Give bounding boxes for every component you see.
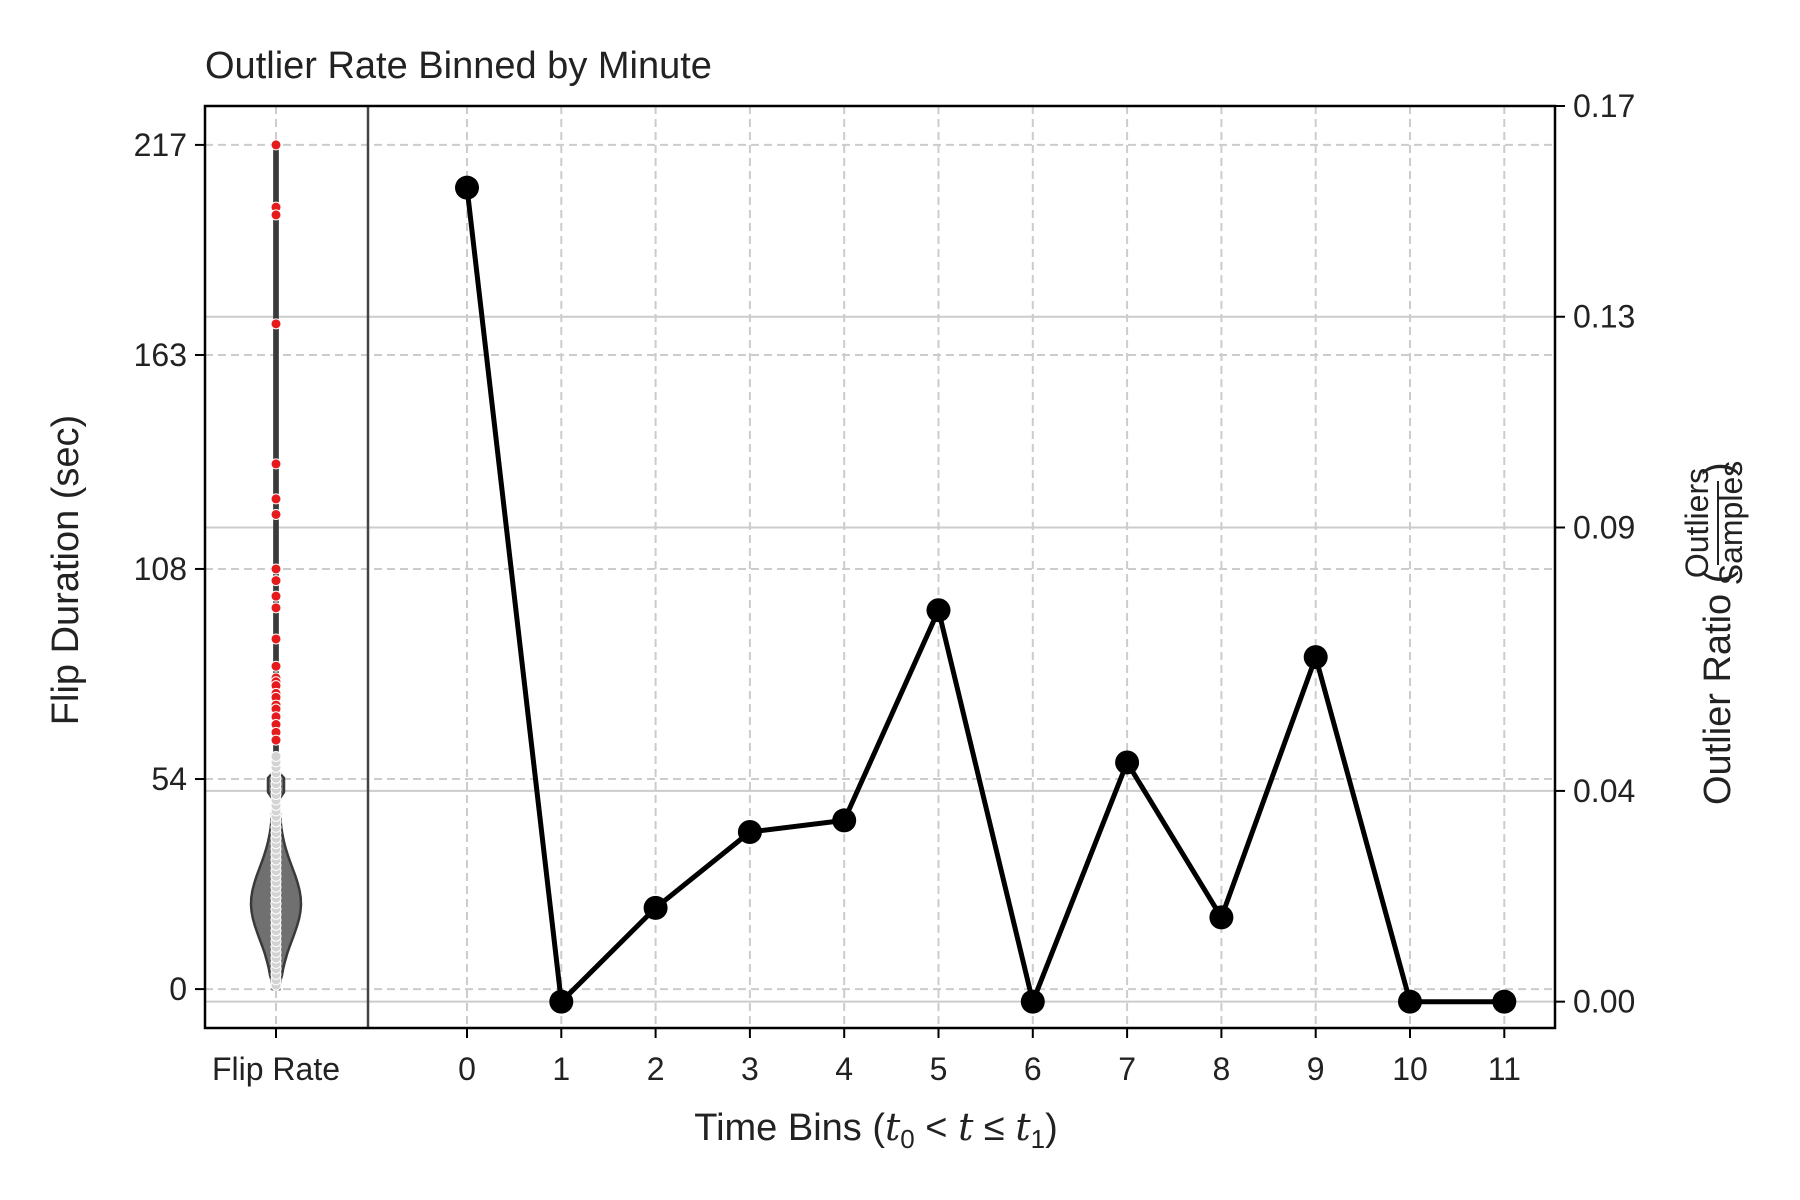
outlier-point <box>270 508 282 520</box>
outlier-point <box>270 575 282 587</box>
x-tick-label: 5 <box>930 1051 948 1087</box>
series-point <box>455 175 479 200</box>
chart-title: Outlier Rate Binned by Minute <box>205 45 712 87</box>
svg-text:Outlier Ratio (: Outlier Ratio ( <box>1697 570 1739 805</box>
outlier-point <box>270 139 282 151</box>
series-line <box>464 187 1505 1005</box>
outlier-point <box>270 633 282 645</box>
series-point <box>1303 645 1328 670</box>
series-point <box>1492 989 1517 1014</box>
x-tick-label: 4 <box>835 1051 853 1087</box>
x-tick-label-violin: Flip Rate <box>212 1051 340 1087</box>
series-point <box>1209 905 1234 930</box>
right-tick-label: 0.09 <box>1573 509 1635 545</box>
x-tick-label: 2 <box>647 1051 665 1087</box>
series-point <box>549 989 574 1014</box>
outlier-point <box>270 563 282 575</box>
outlier-ratio-series <box>455 175 1517 1014</box>
x-tick-label: 3 <box>741 1051 759 1087</box>
y-axis-right-title: Outlier Ratio ( Outliers Samples ) <box>1679 461 1749 805</box>
x-tick-label: 9 <box>1307 1051 1325 1087</box>
right-tick-label: 0.00 <box>1573 984 1635 1020</box>
violin-plot <box>249 139 303 991</box>
series-point <box>1115 750 1140 775</box>
svg-text:Outliers: Outliers <box>1679 468 1715 578</box>
right-tick-label: 0.04 <box>1573 773 1635 809</box>
x-tick-label: 1 <box>552 1051 570 1087</box>
left-tick-label: 163 <box>134 337 187 373</box>
svg-text:Samples: Samples <box>1713 461 1749 586</box>
series-point <box>643 895 668 920</box>
left-tick-label: 54 <box>151 761 187 797</box>
outlier-point <box>270 458 282 470</box>
left-tick-label: 108 <box>134 551 187 587</box>
x-tick-label: 11 <box>1488 1051 1521 1087</box>
x-tick-label: 6 <box>1024 1051 1042 1087</box>
x-tick-label: 0 <box>458 1051 476 1087</box>
outlier-point <box>270 660 282 672</box>
left-tick-label: 217 <box>134 127 187 163</box>
grid-layer <box>205 105 1555 1028</box>
series-point <box>926 598 951 623</box>
outlier-point <box>270 602 282 614</box>
outlier-point <box>270 318 282 330</box>
x-tick-label: 10 <box>1392 1051 1428 1087</box>
plot-frame <box>203 104 1557 1030</box>
outlier-point <box>270 209 282 221</box>
y-axis-left-title: Flip Duration (sec) <box>45 415 87 725</box>
left-tick-label: 0 <box>169 971 187 1007</box>
right-tick-label: 0.17 <box>1573 88 1635 124</box>
x-tick-label: 8 <box>1213 1051 1231 1087</box>
inlier-point <box>270 750 282 762</box>
axes <box>195 104 1565 1038</box>
svg-text:): ) <box>1697 462 1739 475</box>
x-axis-title: Time Bins (t0 < t ≤ t1) <box>694 1105 1057 1154</box>
outlier-point <box>270 493 282 505</box>
series-point <box>737 820 762 845</box>
outlier-point <box>270 734 282 746</box>
outlier-point <box>270 590 282 602</box>
right-tick-label: 0.13 <box>1573 299 1635 335</box>
x-tick-label: 7 <box>1118 1051 1136 1087</box>
series-point <box>832 808 857 833</box>
series-point <box>1020 989 1045 1014</box>
series-point <box>1398 989 1422 1014</box>
